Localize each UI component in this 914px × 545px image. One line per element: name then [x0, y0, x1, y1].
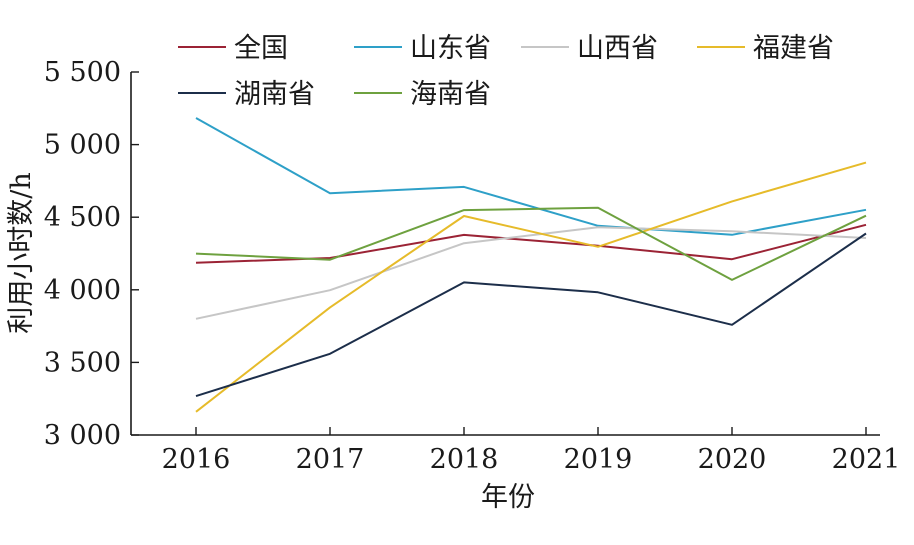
legend-label: 山东省 — [410, 33, 491, 64]
y-tick-label: 4 500 — [44, 202, 121, 233]
x-tick-label: 2017 — [296, 444, 365, 475]
x-tick-label: 2016 — [162, 444, 231, 475]
x-tick-label: 2021 — [832, 444, 901, 475]
series-line-3 — [195, 226, 867, 320]
x-axis-label: 年份 — [481, 482, 535, 513]
y-tick-label: 3 000 — [44, 420, 121, 451]
x-tick-label: 2020 — [698, 444, 767, 475]
y-tick-label: 4 000 — [44, 275, 121, 306]
plot-area — [195, 117, 867, 413]
axes — [130, 72, 880, 436]
series-line-2 — [195, 117, 867, 236]
y-tick-label: 5 000 — [44, 130, 121, 161]
legend-item: 山西省 — [521, 33, 658, 64]
legend-item: 湖南省 — [178, 79, 315, 110]
y-tick-label: 5 500 — [44, 57, 121, 88]
x-tick-label: 2019 — [564, 444, 633, 475]
legend-label: 海南省 — [410, 79, 491, 110]
x-ticks: 2016 2017 2018 2019 2020 2021 — [162, 427, 901, 475]
y-tick-label: 3 500 — [44, 347, 121, 378]
series-line-6 — [195, 206, 867, 281]
y-axis-label: 利用小时数/h — [6, 172, 37, 334]
legend-item: 福建省 — [697, 33, 834, 64]
legend-item: 海南省 — [354, 79, 491, 110]
x-tick-label: 2018 — [430, 444, 499, 475]
legend-item: 全国 — [178, 33, 288, 64]
legend-label: 山西省 — [577, 33, 658, 64]
legend-item: 山东省 — [354, 33, 491, 64]
legend-label: 福建省 — [753, 33, 834, 64]
series-line-4 — [195, 161, 867, 413]
legend-label: 湖南省 — [234, 79, 315, 110]
y-ticks: 3 000 3 500 4 000 4 500 5 000 5 500 — [44, 57, 139, 451]
series-line-5 — [195, 232, 867, 398]
legend-label: 全国 — [234, 33, 288, 64]
